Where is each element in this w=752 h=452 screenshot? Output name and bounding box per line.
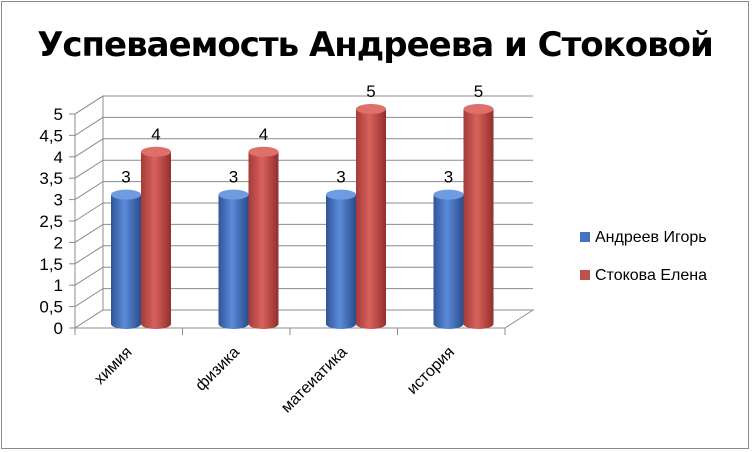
y-tick-label: 1 (54, 276, 63, 295)
category-label: история (404, 344, 458, 398)
y-tick-labels: 0 0,5 1 1,5 2 2,5 3 3,5 4 4,5 5 (39, 105, 63, 338)
bar (111, 189, 141, 329)
bar (248, 146, 279, 329)
y-tick-label: 3,5 (39, 169, 63, 188)
data-label: 5 (474, 82, 483, 101)
legend-item: Андреев Игорь (580, 229, 707, 246)
bar (141, 146, 171, 329)
legend-swatch (580, 270, 590, 280)
data-label: 3 (229, 168, 238, 187)
legend-label: Андреев Игорь (595, 229, 707, 246)
bar (326, 189, 356, 329)
bar (463, 104, 494, 329)
axes (69, 95, 535, 335)
y-tick-label: 4,5 (39, 126, 63, 145)
bar (218, 189, 249, 329)
category-labels: химия физика матеиатика история (91, 344, 458, 417)
data-label: 3 (444, 168, 453, 187)
y-tick-label: 1,5 (39, 255, 63, 274)
data-label: 4 (259, 125, 268, 144)
bars (111, 104, 494, 329)
category-label: химия (91, 344, 135, 388)
data-label: 3 (121, 168, 130, 187)
y-tick-label: 0 (54, 319, 63, 338)
legend: Андреев Игорь Стокова Елена (580, 229, 707, 284)
legend-swatch (580, 232, 590, 242)
legend-item: Стокова Елена (580, 267, 707, 284)
data-label: 3 (336, 168, 345, 187)
y-tick-label: 0,5 (39, 298, 63, 317)
data-label: 4 (151, 125, 160, 144)
chart-title: Успеваемость Андреева и Стоковой (37, 25, 713, 65)
y-tick-label: 5 (54, 105, 63, 124)
bar (433, 189, 464, 329)
legend-label: Стокова Елена (595, 267, 707, 284)
category-label: физика (192, 344, 243, 395)
bar (356, 104, 386, 329)
data-labels: 3 4 3 4 3 5 3 5 (121, 82, 483, 187)
category-label: матеиатика (278, 344, 351, 417)
y-tick-label: 2 (54, 233, 63, 252)
data-label: 5 (366, 82, 375, 101)
y-tick-label: 2,5 (39, 212, 63, 231)
y-tick-label: 3 (54, 191, 63, 210)
y-tick-label: 4 (54, 148, 63, 167)
